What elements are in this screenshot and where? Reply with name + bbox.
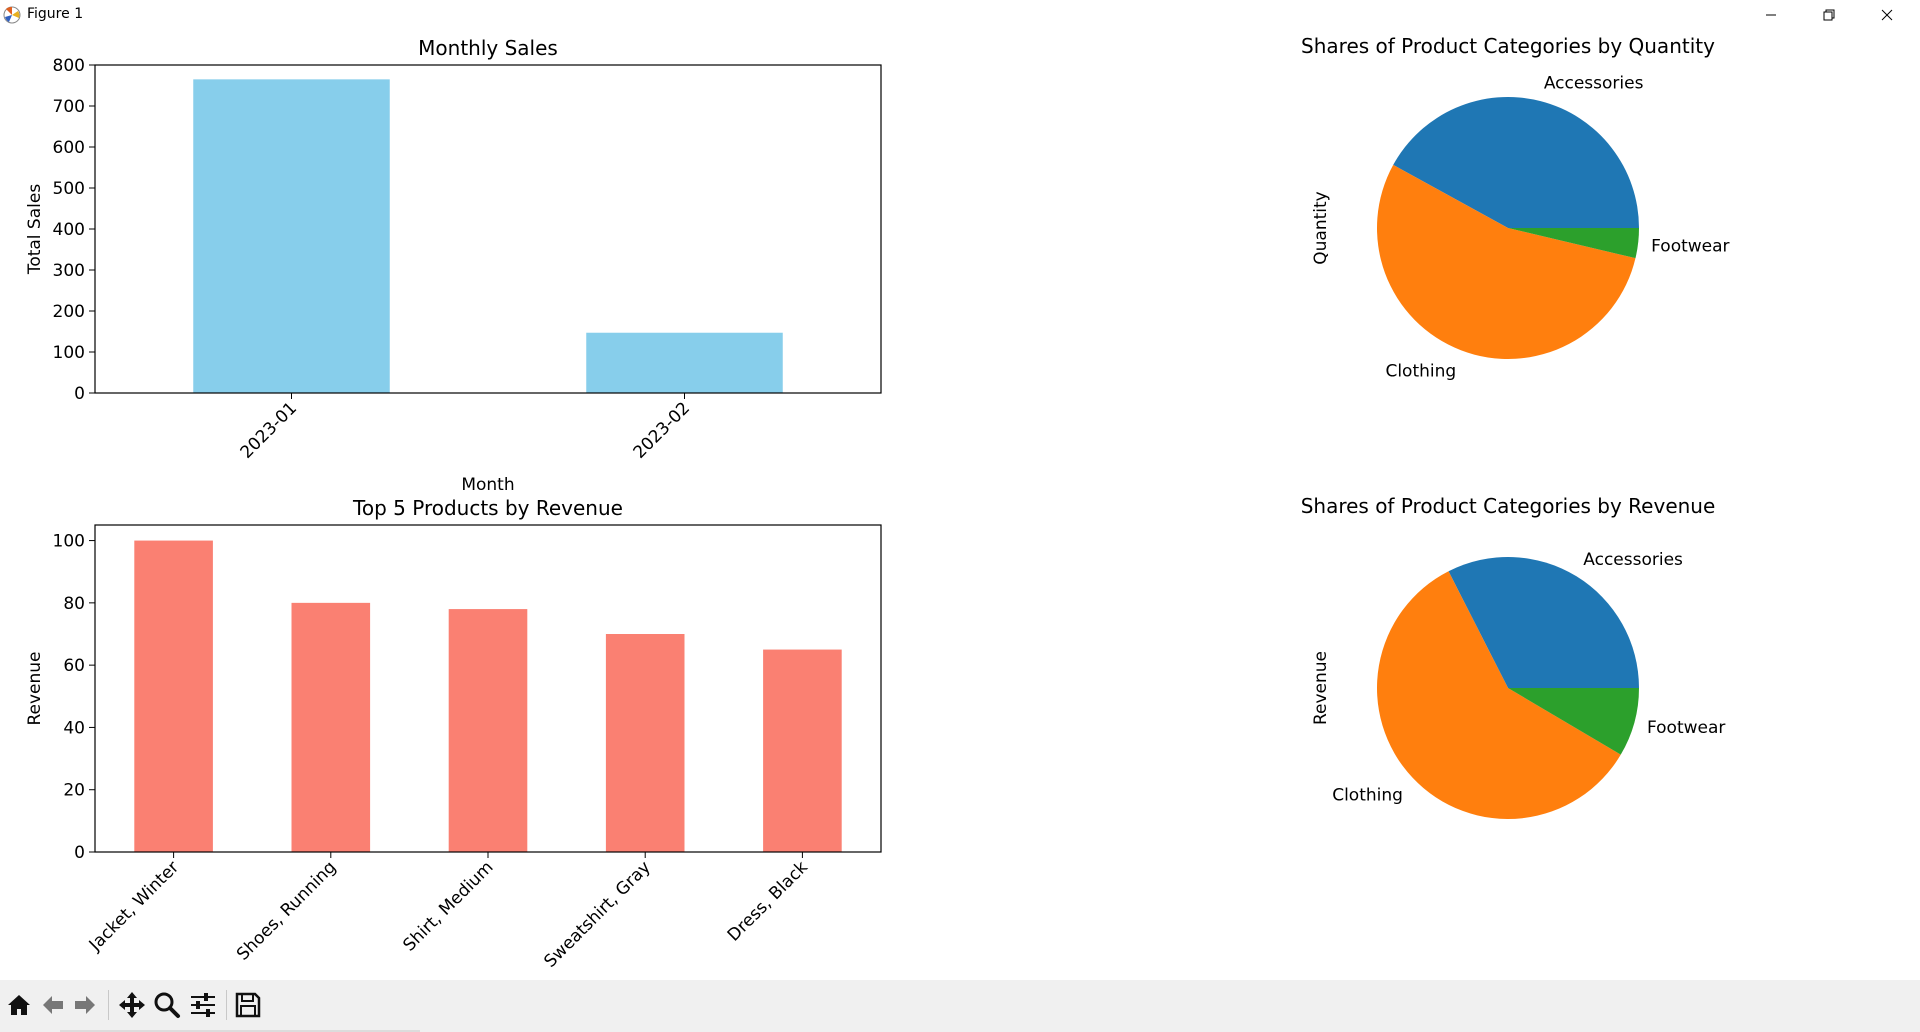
bar [193,79,390,393]
pie-slice [1377,164,1636,359]
configure-subplots-icon [191,993,215,1017]
pie-slice [1508,688,1639,755]
forward-arrow-icon [75,996,95,1014]
toolbar-bottom-border [60,1030,420,1032]
pie-slice [1377,571,1621,819]
toolbar-separator [226,990,227,1020]
navigation-toolbar [0,980,1920,1032]
bar [291,602,371,852]
pie-slice [1448,556,1639,688]
chart-title: Monthly Sales [418,36,558,60]
x-tick-label: Shirt, Medium [399,857,497,955]
x-tick-label: Shoes, Running [233,857,340,964]
save-icon [235,992,261,1018]
y-tick-label: 100 [53,532,85,552]
quantity-pie-chart: Accessories Clothing Footwear Shares of Pro… [1301,34,1730,381]
pie-slice [1393,97,1639,229]
chart-title: Shares of Product Categories by Revenue [1301,494,1716,518]
window-title: Figure 1 [27,6,84,22]
zoom-icon [154,992,180,1018]
pie-slice [1508,228,1639,259]
pie-label: Accessories [1544,73,1644,93]
y-tick-label: 80 [63,594,85,614]
configure-subplots-button[interactable] [188,990,218,1020]
y-tick-label: 800 [53,56,85,76]
forward-button[interactable] [70,990,100,1020]
restore-button[interactable] [1800,0,1858,30]
top-products-revenue-chart: 0 20 40 60 80 100 Jacket, Winter Shoes, Running… [25,496,882,972]
y-tick-label: 600 [53,138,85,158]
bar [605,634,685,852]
minimize-button[interactable] [1742,0,1800,30]
pie-label: Clothing [1332,786,1403,806]
close-button[interactable] [1858,0,1916,30]
window-titlebar: Figure 1 [0,0,1920,30]
monthly-sales-chart: 0 100 200 300 400 500 600 700 800 2023-01 2023-02 M… [25,36,882,495]
y-tick-label: 500 [53,179,85,199]
x-tick-label: Dress, Black [724,857,812,945]
bar [448,609,528,852]
x-tick-label: 2023-01 [237,398,301,462]
bar [763,649,842,852]
matplotlib-app-icon [3,6,21,24]
zoom-button[interactable] [152,990,182,1020]
x-axis-label: Month [461,475,514,495]
pie-label: Footwear [1651,237,1729,257]
pie-label: Footwear [1647,718,1725,738]
bar [134,540,213,852]
y-tick-label: 0 [74,384,85,404]
revenue-pie-chart: Accessories Clothing Footwear Shares of Pro… [1301,494,1725,819]
back-arrow-icon [43,996,63,1014]
y-tick-label: 100 [53,343,85,363]
pan-button[interactable] [117,990,147,1020]
y-tick-label: 700 [53,97,85,117]
pie-label: Accessories [1583,550,1683,570]
y-tick-label: 40 [63,718,85,738]
y-tick-label: 300 [53,261,85,281]
y-tick-label: 200 [53,302,85,322]
chart-title: Top 5 Products by Revenue [352,496,623,520]
bar [586,332,783,393]
pie-y-axis-label: Quantity [1311,191,1331,264]
minimize-icon [1766,14,1776,16]
x-tick-label: 2023-02 [630,398,694,462]
y-axis-label: Revenue [25,651,45,725]
pie-label: Clothing [1385,361,1456,381]
home-button[interactable] [4,990,34,1020]
x-tick-label: Sweatshirt, Gray [540,857,654,971]
y-tick-label: 400 [53,220,85,240]
chart-title: Shares of Product Categories by Quantity [1301,34,1715,58]
y-tick-label: 60 [63,656,85,676]
pie-y-axis-label: Revenue [1311,651,1331,725]
home-icon [8,995,30,1015]
y-tick-label: 0 [74,843,85,863]
close-icon [1881,9,1893,21]
restore-icon [1823,9,1835,21]
toolbar-separator [108,990,109,1020]
x-tick-label: Jacket, Winter [85,857,183,955]
y-axis-label: Total Sales [25,184,45,275]
back-button[interactable] [38,990,68,1020]
y-tick-label: 20 [63,781,85,801]
save-button[interactable] [233,990,263,1020]
pan-icon [119,992,145,1018]
